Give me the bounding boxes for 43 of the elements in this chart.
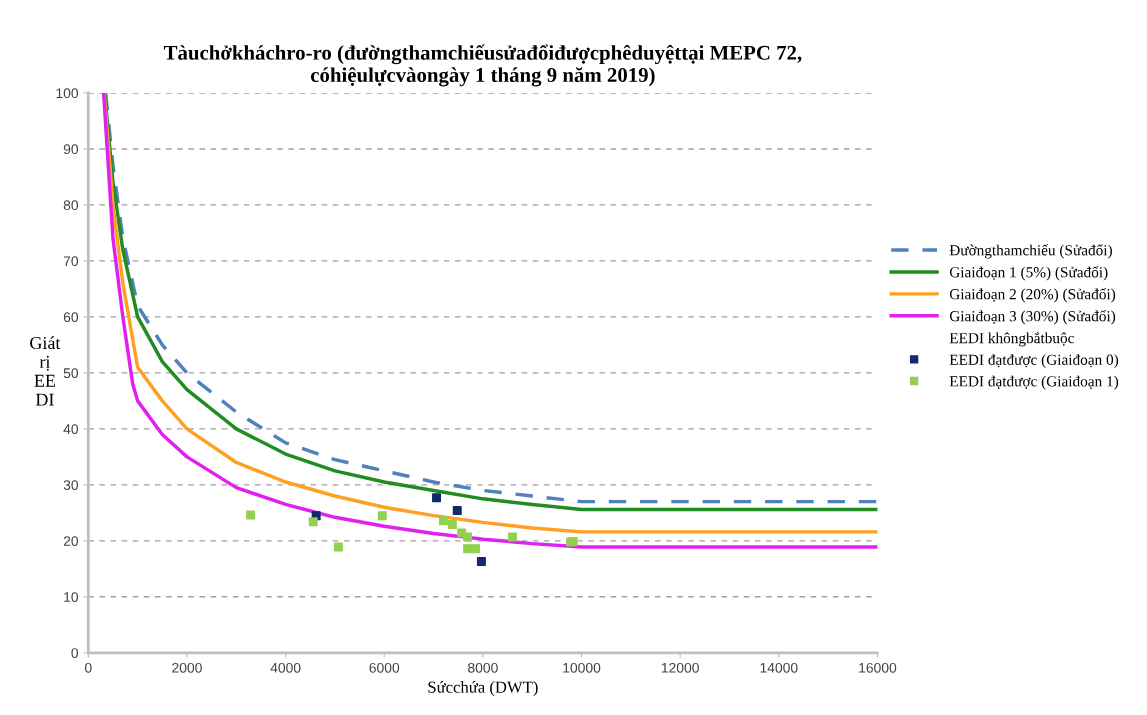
- y-tick-label: 50: [63, 368, 79, 379]
- x-tick-label: 8000: [468, 662, 498, 673]
- y-tick-label: 10: [64, 592, 79, 602]
- point: [452, 506, 462, 516]
- point: [463, 544, 473, 554]
- point: [463, 532, 473, 542]
- legend-label: Giaiđoạn 1 (5%) (Sửađổi): [949, 266, 1108, 281]
- point: [308, 517, 318, 527]
- y-tick-label: 70: [63, 256, 79, 267]
- chart-title: Tàuchởkháchro-ro (đườngthamchiếusửađổiđượcphêduyệttại MEPC 72, cóhiệulựcvàongày 1 tháng 9 năm 2019): [163, 44, 802, 87]
- point: [377, 511, 387, 521]
- y-tick-label: 60: [63, 312, 79, 323]
- point: [476, 557, 486, 567]
- point: [333, 542, 343, 552]
- point: [507, 532, 517, 542]
- legend-label: EEDI đạtđược (Giaiđoạn 1): [949, 375, 1119, 390]
- legend-label: Giaiđoạn 3 (30%) (Sửađổi): [949, 310, 1116, 325]
- x-tick-label: 4000: [270, 662, 301, 673]
- y-tick-label: 40: [63, 424, 79, 435]
- x-tick-label: 12000: [661, 662, 699, 673]
- x-tick-label: 10000: [563, 662, 601, 673]
- y-axis-title: Giát rị EE DI: [30, 336, 61, 406]
- x-tick-label: 2000: [172, 662, 202, 673]
- y-tick-label: 0: [71, 648, 79, 658]
- legend-label: Giaiđoạn 2 (20%) (Sửađổi): [949, 288, 1116, 303]
- y-tick-label: 20: [63, 536, 79, 546]
- point: [470, 544, 480, 554]
- x-axis-title: Sứcchứa (DWT): [428, 681, 538, 697]
- y-tick-label: 80: [63, 200, 79, 211]
- point: [447, 520, 457, 530]
- point: [438, 516, 448, 526]
- text: EEDI khôngbắtbuộc: [949, 332, 1074, 347]
- x-tick-label: 14000: [760, 662, 798, 673]
- point: [246, 510, 256, 520]
- point: [432, 493, 442, 503]
- x-tick-label: 16000: [859, 662, 897, 673]
- y-tick-label: 30: [63, 480, 79, 491]
- legend-label: Đườngthamchiếu (Sửađổi): [949, 244, 1112, 259]
- y-tick-label: 90: [63, 144, 79, 155]
- x-tick-label: 6000: [369, 662, 400, 673]
- legend-label: EEDI đạtđược (Giaiđoạn 0): [949, 354, 1119, 369]
- x-tick-label: 0: [85, 662, 92, 673]
- y-tick-label: 100: [56, 88, 79, 99]
